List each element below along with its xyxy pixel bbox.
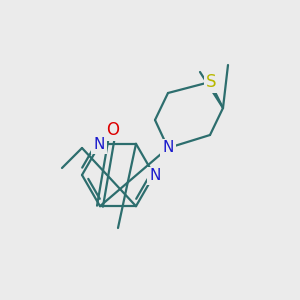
Text: N: N (162, 140, 174, 155)
Text: O: O (106, 121, 119, 139)
Text: N: N (93, 137, 105, 152)
Text: S: S (206, 73, 216, 91)
Text: N: N (149, 169, 161, 184)
